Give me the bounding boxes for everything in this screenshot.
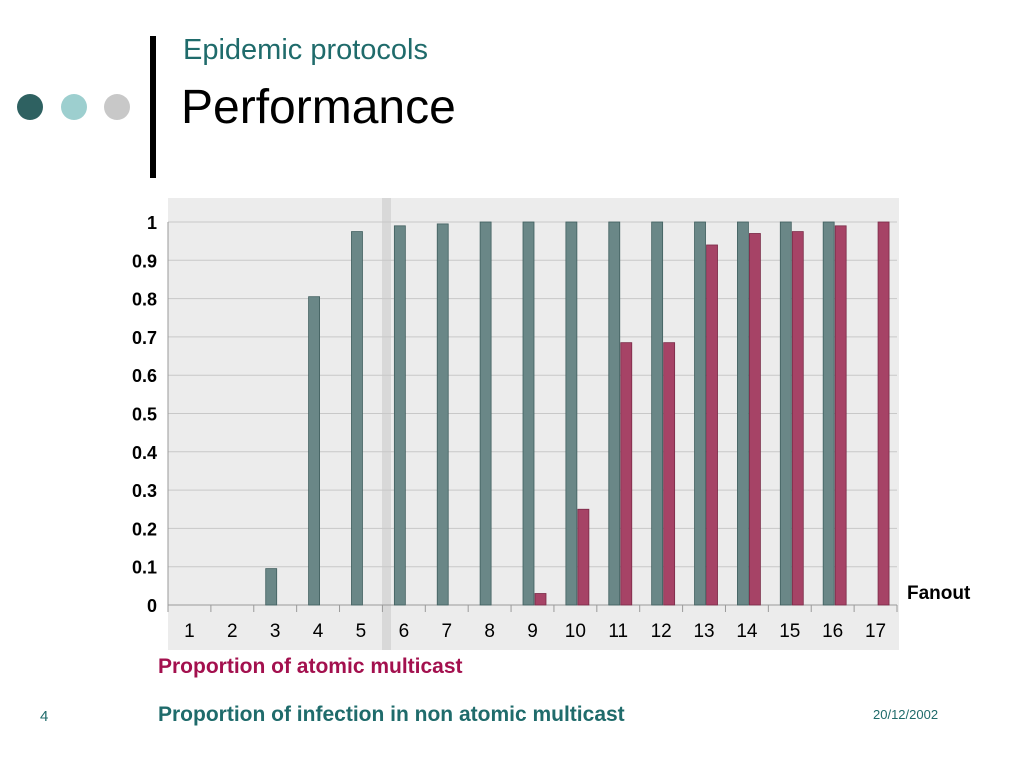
bar-infection <box>436 223 449 606</box>
bar-atomic <box>534 593 547 606</box>
bar-infection <box>737 221 749 606</box>
x-tick-label: 3 <box>270 621 281 642</box>
bar-infection <box>522 221 535 606</box>
y-tick-label: 0.8 <box>132 290 157 310</box>
slide-title: Performance <box>181 81 456 134</box>
x-tick-label: 12 <box>651 621 672 642</box>
x-axis-title: Fanout <box>907 583 971 604</box>
y-tick-label: 1 <box>147 213 157 233</box>
title-divider <box>150 36 156 178</box>
y-tick-label: 0.4 <box>132 443 157 463</box>
x-tick-label: 16 <box>822 621 843 642</box>
x-tick-label: 1 <box>184 621 195 642</box>
y-tick-label: 0 <box>147 596 157 616</box>
y-tick-label: 0.3 <box>132 481 157 501</box>
bar-infection <box>393 225 406 606</box>
bar-infection <box>351 231 363 606</box>
bar-atomic <box>706 244 718 606</box>
x-tick-label: 4 <box>313 621 324 642</box>
x-tick-label: 15 <box>779 621 800 642</box>
decor-dot-grey-icon <box>104 94 130 120</box>
x-tick-label: 5 <box>356 621 367 642</box>
bar-atomic <box>577 508 590 606</box>
x-tick-label: 14 <box>736 621 758 642</box>
bar-infection <box>651 221 664 606</box>
bar-atomic <box>749 233 761 606</box>
slide-date: 20/12/2002 <box>873 707 939 722</box>
x-tick-label: 17 <box>865 621 886 642</box>
bar-infection <box>479 221 492 606</box>
bar-infection <box>265 568 278 606</box>
bar-infection <box>308 296 320 606</box>
x-tick-label: 2 <box>227 621 238 642</box>
x-tick-label: 9 <box>527 621 538 642</box>
y-tick-label: 0.2 <box>132 519 157 539</box>
decor-dot-dark-icon <box>17 94 43 120</box>
panel-separator <box>382 198 391 650</box>
x-tick-label: 7 <box>441 621 452 642</box>
bar-infection <box>779 221 792 606</box>
bar-atomic <box>834 225 847 606</box>
x-tick-label: 6 <box>399 621 410 642</box>
decor-dot-light-icon <box>61 94 87 120</box>
bar-atomic <box>620 342 633 606</box>
bar-atomic <box>877 221 890 606</box>
bar-infection <box>565 221 578 606</box>
y-tick-label: 0.7 <box>132 328 157 348</box>
slide-subtitle: Epidemic protocols <box>183 34 428 66</box>
slide-number: 4 <box>40 708 49 725</box>
x-tick-label: 11 <box>608 621 628 642</box>
y-tick-label: 0.1 <box>132 558 157 578</box>
bar-infection <box>608 221 621 606</box>
x-tick-label: 8 <box>484 621 495 642</box>
bar-atomic <box>791 231 804 606</box>
y-tick-label: 0.9 <box>132 251 157 271</box>
x-tick-label: 10 <box>565 621 586 642</box>
bar-infection <box>694 221 706 606</box>
legend-infection: Proportion of infection in non atomic mu… <box>158 703 625 726</box>
y-tick-label: 0.6 <box>132 366 157 386</box>
x-tick-label: 13 <box>693 621 714 642</box>
bar-atomic <box>663 342 676 606</box>
bar-infection <box>822 221 835 606</box>
y-tick-label: 0.5 <box>132 405 157 425</box>
legend-atomic: Proportion of atomic multicast <box>158 655 463 678</box>
